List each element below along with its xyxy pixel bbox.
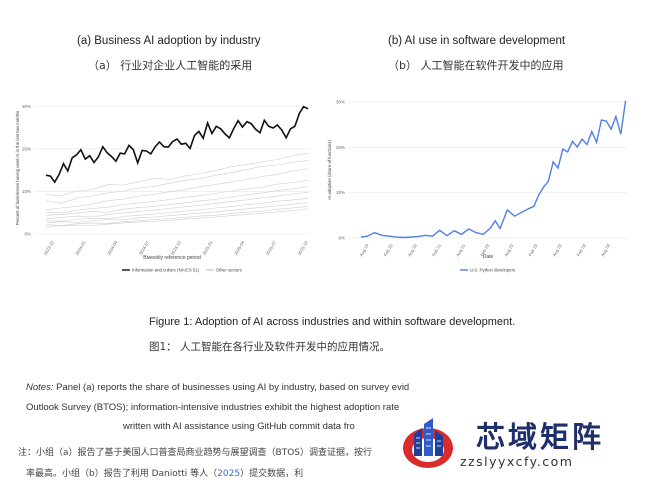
x-tick-label: 2025-04 xyxy=(233,239,246,256)
watermark-text: 芯域矩阵 xyxy=(476,420,605,454)
y-axis-label: Percent of businesses having used AI in … xyxy=(15,111,20,225)
x-tick-label: 2025-07 xyxy=(265,239,278,256)
x-tick-label: Aug 23 xyxy=(552,242,563,257)
legend: Information and culture (NAICS 51) Other … xyxy=(122,268,242,273)
x-tick-label: Feb 20 xyxy=(383,242,394,257)
series-line-other-sector xyxy=(45,180,309,214)
series-line-information-culture xyxy=(45,105,309,184)
series-line-other-sector xyxy=(45,186,309,216)
y-tick-label: 10% xyxy=(22,189,31,194)
x-tick-label: 2025-01 xyxy=(201,239,214,256)
panel-b-title-cn: （b） 人工智能在软件开发中的应用 xyxy=(388,59,564,72)
watermark: 芯域矩阵 zzslyyxcfy.com xyxy=(400,408,650,486)
series-line-other-sector xyxy=(45,206,309,226)
legend-label-other-sectors: Other sectors xyxy=(216,268,242,273)
y-tick-label: 20% xyxy=(22,146,31,151)
y-tick-label: 0% xyxy=(338,236,345,241)
panel-a-title: (a) Business AI adoption by industry xyxy=(77,35,261,47)
x-tick-label: 2024-07 xyxy=(138,239,151,256)
series-line-us-python-developers xyxy=(360,100,627,239)
watermark-logo-icon xyxy=(403,418,453,468)
series-line-other-sector xyxy=(45,168,309,210)
notes-cn-line-1: 注：小组（a）报告了基于美国人口普查局商业趋势与展望调查（BTOS）调查证据，按… xyxy=(18,448,372,458)
y-axis-label: AI adoption (share of functions) xyxy=(327,140,332,200)
y-tick-label: 30% xyxy=(336,100,345,105)
watermark-url: zzslyyxcfy.com xyxy=(460,454,574,469)
x-tick-label: Aug 21 xyxy=(455,242,466,257)
legend-label-us-python-developers: U.S. Python developers xyxy=(470,268,515,273)
x-tick-label: Feb 23 xyxy=(528,242,539,257)
series-line-other-sector xyxy=(45,202,309,224)
series-line-other-sector xyxy=(45,160,309,204)
panel-a-title-cn: （a） 行业对企业人工智能的采用 xyxy=(88,59,253,72)
notes-label: Notes: xyxy=(26,382,54,393)
notes-cn-line-2: 率最高。小组（b）报告了利用 Daniotti 等人（2025）提交数据，利 xyxy=(26,469,304,479)
x-tick-label: 2023-10 xyxy=(43,239,56,256)
figure-caption: Figure 1: Adoption of AI across industri… xyxy=(149,316,516,328)
series-line-other-sector xyxy=(45,197,309,222)
y-tick-label: 30% xyxy=(22,104,31,109)
notes-line-3: written with AI assistance using GitHub … xyxy=(123,421,355,432)
x-tick-label: 2025-10 xyxy=(297,239,310,256)
x-tick-label: 2024-04 xyxy=(106,239,119,256)
industry-adoption-chart: 0% 10% 20% 30% 2023-10 2024-01 2024-04 2024-07… xyxy=(15,104,310,273)
x-tick-label: Feb 22 xyxy=(479,242,490,257)
series-line-other-sector xyxy=(45,192,309,219)
y-tick-label: 10% xyxy=(336,190,345,195)
notes-text-1: Panel (a) reports the share of businesse… xyxy=(53,382,410,393)
legend: U.S. Python developers xyxy=(460,268,515,273)
figure-caption-cn: 图1： 人工智能在各行业及软件开发中的应用情况。 xyxy=(149,341,391,353)
x-tick-label: 2024-10 xyxy=(170,239,183,256)
series-line-other-sector xyxy=(45,152,309,197)
y-tick-label: 0% xyxy=(24,232,31,237)
x-tick-label: Feb 24 xyxy=(576,242,587,257)
software-ai-chart: 0% 10% 20% 30% Aug 19 Feb 20 Aug 20 Feb 21 Aug … xyxy=(327,100,628,273)
x-tick-label: Aug 22 xyxy=(503,242,514,257)
notes-line-1: Notes: Panel (a) reports the share of bu… xyxy=(26,382,409,394)
legend-label-information-culture: Information and culture (NAICS 51) xyxy=(132,268,200,273)
x-tick-label: Aug 20 xyxy=(407,242,418,257)
panel-b-title: (b) AI use in software development xyxy=(388,35,566,47)
x-axis-label: Biweekly reference period xyxy=(143,255,201,261)
x-tick-label: 2024-01 xyxy=(74,239,87,256)
x-tick-label: Feb 21 xyxy=(431,242,442,257)
x-axis-label: Date xyxy=(483,254,494,260)
x-tick-label: Aug 24 xyxy=(600,242,611,257)
series-line-other-sector xyxy=(45,208,309,227)
citation-link[interactable]: 2025 xyxy=(217,469,241,479)
x-tick-label: Aug 19 xyxy=(358,242,369,257)
notes-line-2: Outlook Survey (BTOS); information-inten… xyxy=(26,402,400,413)
y-tick-label: 20% xyxy=(336,145,345,150)
